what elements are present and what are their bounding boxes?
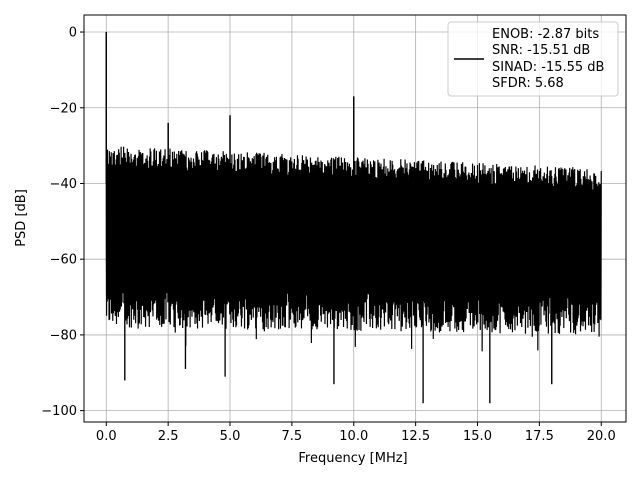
psd-line (105, 32, 602, 404)
legend-enob: ENOB: -2.87 bits (492, 27, 599, 42)
y-tick-label: −80 (50, 328, 77, 343)
plot-area-frame (83, 14, 627, 423)
y-axis: 0 −20 −40 −60 −80 −100 (41, 26, 84, 419)
legend: ENOB: -2.87 bits SNR: -15.51 dB SINAD: -… (447, 21, 619, 97)
x-tick-label: 0.0 (96, 429, 117, 444)
x-axis-label: Frequency [MHz] (298, 451, 407, 466)
x-tick-label: 17.5 (525, 429, 554, 444)
x-tick-label: 15.0 (463, 429, 492, 444)
y-tick-label: −100 (41, 404, 77, 419)
x-tick-label: 10.0 (339, 429, 368, 444)
x-tick-label: 20.0 (587, 429, 616, 444)
y-tick-label: −40 (50, 177, 77, 192)
y-axis-label: PSD [dB] (14, 189, 29, 247)
legend-sfdr: SFDR: 5.68 (492, 76, 564, 91)
legend-box (447, 21, 619, 97)
legend-snr: SNR: -15.51 dB (492, 43, 590, 58)
x-tick-label: 7.5 (282, 429, 303, 444)
x-tick-label: 5.0 (220, 429, 241, 444)
x-tick-label: 2.5 (158, 429, 179, 444)
x-axis: 0.0 2.5 5.0 7.5 10.0 12.5 15.0 17.5 20.0 (96, 422, 616, 444)
series-psd (105, 32, 602, 404)
y-tick-label: −20 (50, 101, 77, 116)
x-tick-label: 12.5 (401, 429, 430, 444)
legend-sinad: SINAD: -15.55 dB (492, 60, 604, 75)
y-tick-label: 0 (69, 26, 77, 41)
y-tick-label: −60 (50, 253, 77, 268)
